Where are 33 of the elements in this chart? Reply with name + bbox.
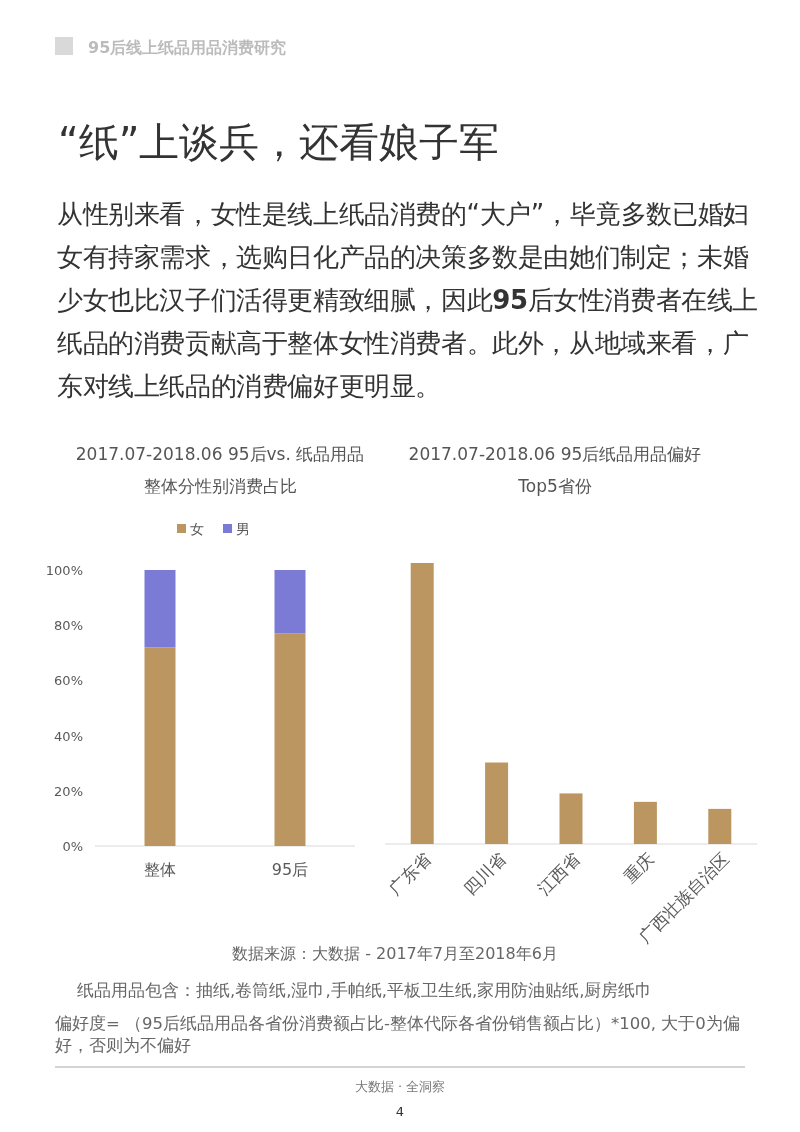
y-tick-label: 20%: [54, 783, 83, 799]
chart-title: 2017.07-2018.06 95后纸品用品偏好Top5省份: [407, 443, 703, 498]
bar: [274, 570, 306, 634]
legend-label: 女: [190, 521, 204, 537]
bar: [485, 762, 509, 844]
text: 从性别来看，女性是线上纸品消费的“大户”，毕竟多数已婚妇女有持家需求，选购日化产品的决策多数是由她们制定；未婚少女也比汉子们活得更精致细腻，因此95后女性消费者在线上纸品的消费贡献高于整体女性消费者。此外，从地域来看，广东对线上纸品的消费偏好更明显。: [57, 199, 758, 401]
x-tick-label: 重庆: [620, 848, 659, 887]
x-tick-label: 广东省: [384, 848, 436, 899]
text: 4: [394, 1104, 406, 1119]
text: 偏好度= （95后纸品用品各省份消费额占比-整体代际各省份销售额占比）*100, 大于0为偏好，否则为不偏好: [55, 1013, 741, 1057]
text: “纸”上谈兵，还看娘子军: [58, 119, 500, 165]
bar: [708, 808, 732, 844]
x-tick-label: 江西省: [533, 848, 584, 899]
bar: [274, 633, 306, 846]
bar: [144, 647, 176, 846]
text: 大数据 · 全洞察: [353, 1078, 447, 1096]
text: 纸品用品包含：抽纸,卷筒纸,湿巾,手帕纸,平板卫生纸,家用防油贴纸,厨房纸巾: [77, 980, 653, 1002]
y-tick-label: 60%: [54, 673, 83, 689]
y-tick-label: 100%: [45, 563, 83, 578]
bar: [144, 570, 176, 648]
chart-title: 2017.07-2018.06 95后vs. 纸品用品整体分性别消费占比: [75, 443, 365, 498]
bar: [410, 563, 434, 844]
y-tick-label: 0%: [62, 839, 83, 854]
x-tick-label: 整体: [144, 860, 176, 879]
x-tick-label: 四川省: [459, 848, 510, 899]
bar: [559, 793, 583, 844]
text: 95后线上纸品用品消费研究: [88, 38, 287, 57]
bar: [633, 801, 657, 844]
x-tick-label: 95后: [271, 860, 309, 879]
legend-label: 男: [236, 521, 250, 537]
y-tick-label: 40%: [54, 728, 83, 744]
y-tick-label: 80%: [54, 618, 83, 634]
source-note: 数据来源：大数据 - 2017年7月至2018年6月: [232, 944, 558, 963]
